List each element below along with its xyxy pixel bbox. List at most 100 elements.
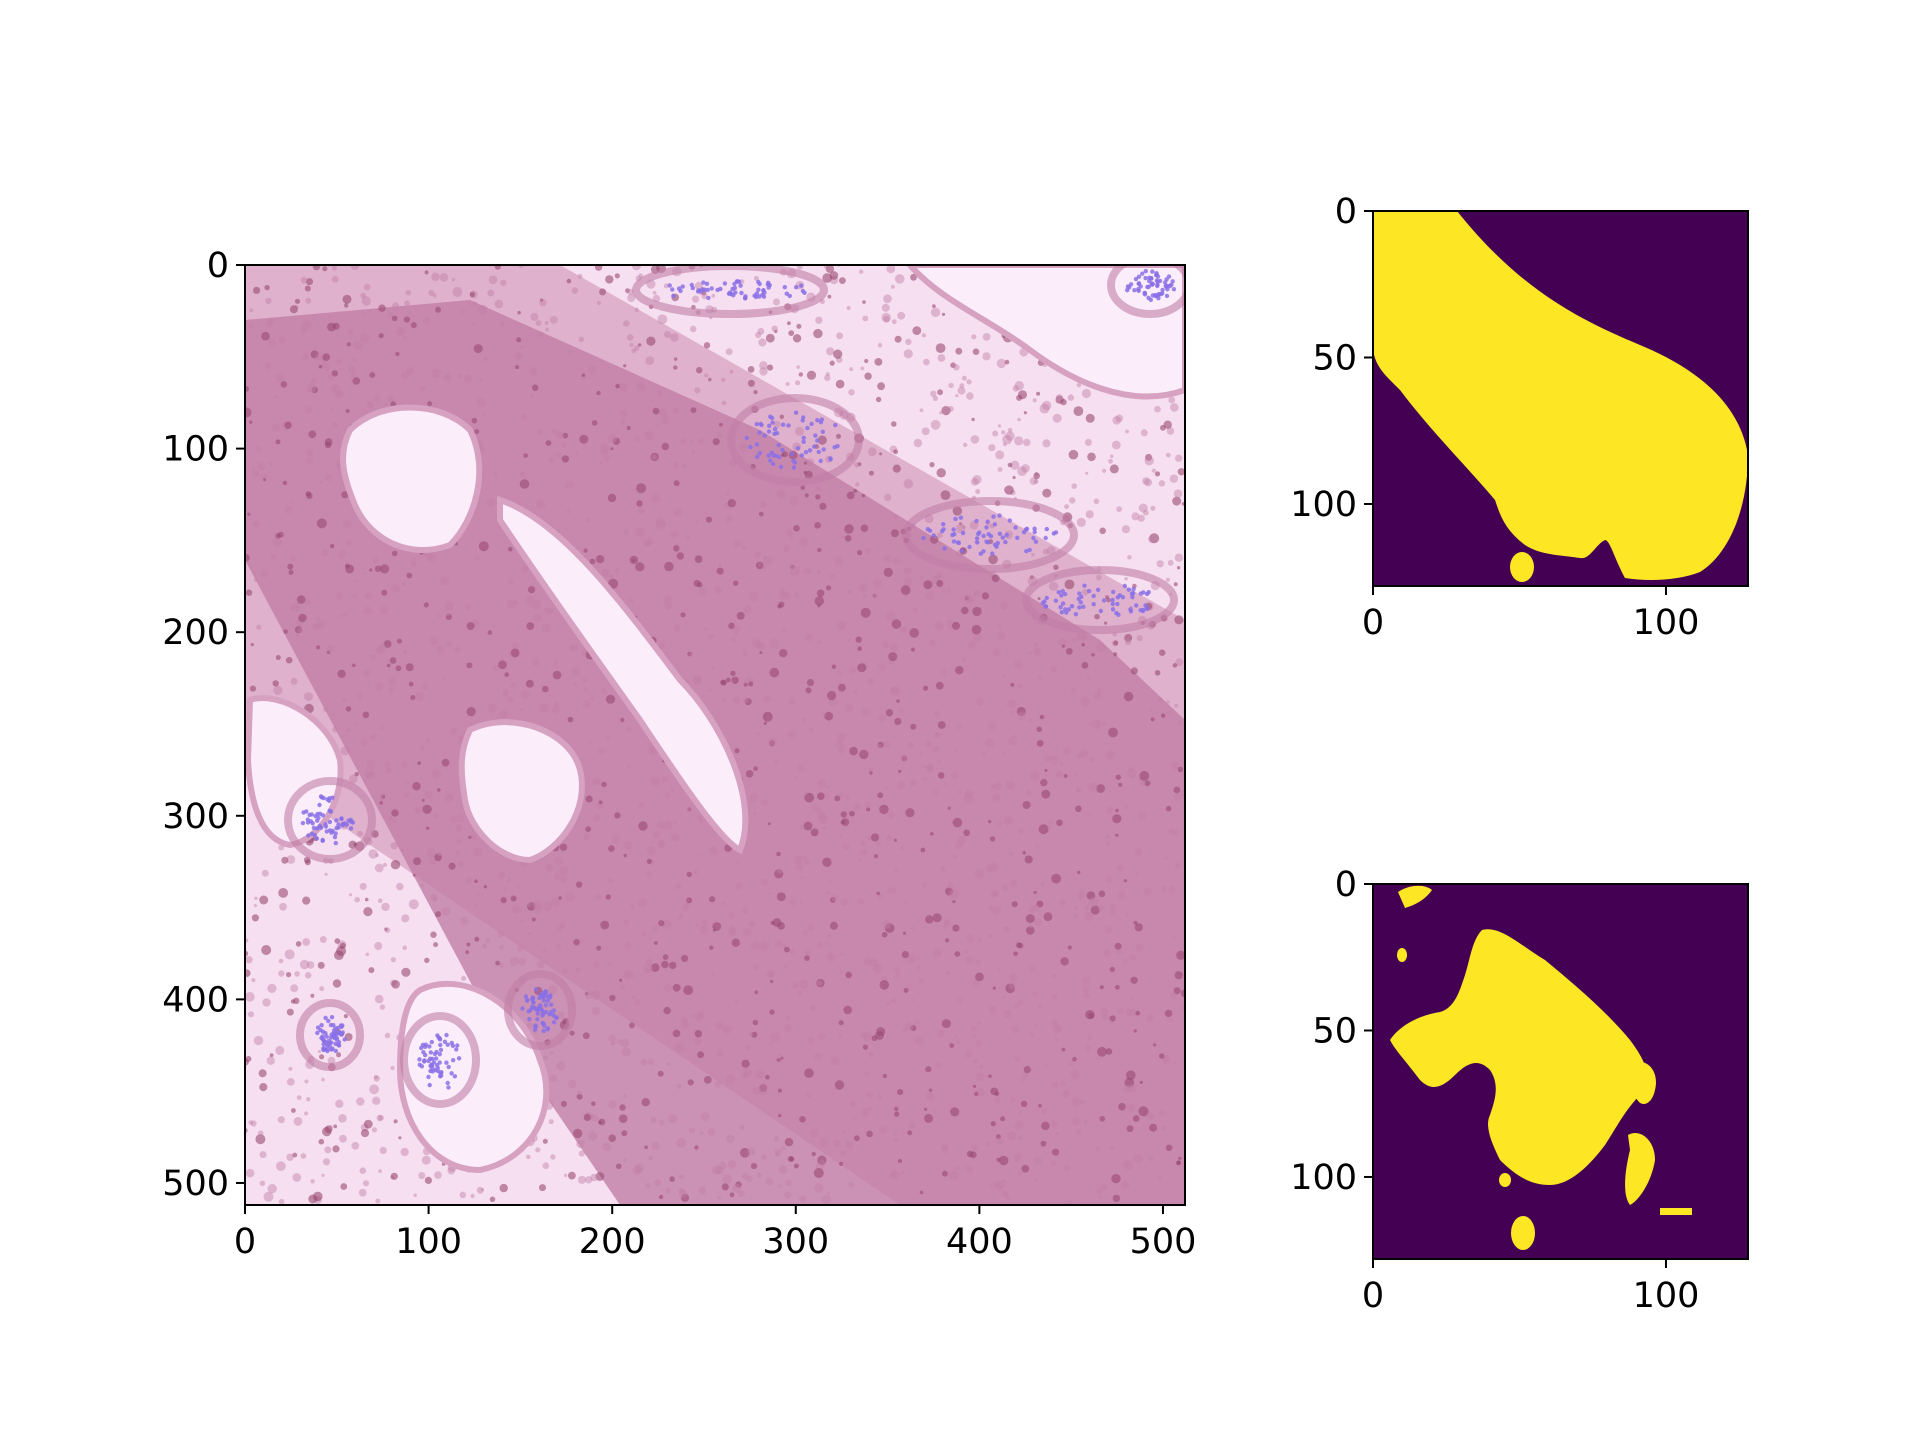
blood-cell [1169,282,1174,287]
cell [1136,635,1143,642]
cell [674,507,684,517]
cell [1156,560,1164,568]
cell [924,1113,933,1123]
cell [625,970,635,980]
cell [531,917,536,922]
mask-bottom-ytick-label: 0 [1335,865,1357,905]
cell [1047,825,1052,831]
blood-cell [432,1051,438,1057]
cell [521,689,531,699]
cell [952,506,962,516]
cell [858,851,862,855]
cell [833,349,843,359]
cell [1076,787,1082,793]
cell [902,1028,907,1033]
cell [700,1112,710,1121]
cell [1166,710,1172,716]
blood-cell [423,1042,428,1047]
cell [855,636,862,643]
cell [317,961,325,969]
cell [781,1146,786,1151]
cell [981,752,986,757]
cell [893,1138,899,1144]
cell [976,1088,985,1097]
cell [794,775,798,780]
blood-cell [1150,269,1155,274]
blood-cell [732,281,737,287]
cell [954,1035,958,1039]
cell [910,998,915,1002]
blood-cell [333,831,338,836]
cell [542,1138,548,1144]
cell [515,352,523,360]
cell [1128,1084,1137,1093]
cell [306,457,314,465]
cell [254,896,258,900]
cell [548,456,556,464]
cell [428,289,435,297]
cell [673,462,680,469]
cell [932,745,940,753]
cell [883,567,893,578]
blood-cell [324,1043,330,1048]
cell [955,1165,960,1170]
cell [826,890,831,896]
cell [676,1137,687,1148]
cell [612,1041,616,1045]
cell [655,517,666,527]
cell [877,343,883,348]
cell [1022,851,1026,855]
cell [733,580,739,586]
cell [519,479,530,489]
cell [1173,987,1181,995]
cell [1002,1178,1007,1183]
cell [275,439,281,445]
cell [682,902,691,911]
cell [935,681,944,690]
cell [905,338,912,346]
blood-cell [1042,599,1047,604]
cell [900,846,904,850]
cell [261,331,270,341]
cell [262,998,271,1007]
cell [388,687,395,693]
cell [784,1024,792,1032]
cell [637,801,645,809]
cell [937,354,946,362]
cell [1076,382,1082,388]
cell [777,922,785,930]
blood-cell [819,417,824,422]
cell [864,372,872,380]
cell [727,912,735,919]
cell [346,342,351,347]
cell [834,1080,845,1090]
cell [866,835,872,841]
blood-cell [706,295,711,301]
cell [384,1032,391,1039]
cell [1085,413,1095,423]
cell [542,1162,550,1169]
cell [1149,1123,1158,1132]
vessel-wall [727,394,863,486]
cell [819,502,827,510]
cell [623,919,630,925]
cell [578,1150,585,1157]
cell [813,1168,824,1178]
blood-cell [1136,281,1142,286]
cell [465,603,472,611]
cell [753,390,758,395]
cell [971,1033,977,1038]
cell [1003,925,1011,933]
cell [335,358,343,365]
cell [573,939,580,946]
cell [793,525,800,532]
blood-cell [1115,595,1121,600]
cell [989,836,996,842]
cell [533,905,543,914]
cell [1034,918,1042,927]
cell [535,1147,541,1153]
cell [826,952,837,962]
cell [877,743,882,749]
mask-bottom-ytick-label: 50 [1312,1011,1357,1051]
cell [663,283,669,289]
